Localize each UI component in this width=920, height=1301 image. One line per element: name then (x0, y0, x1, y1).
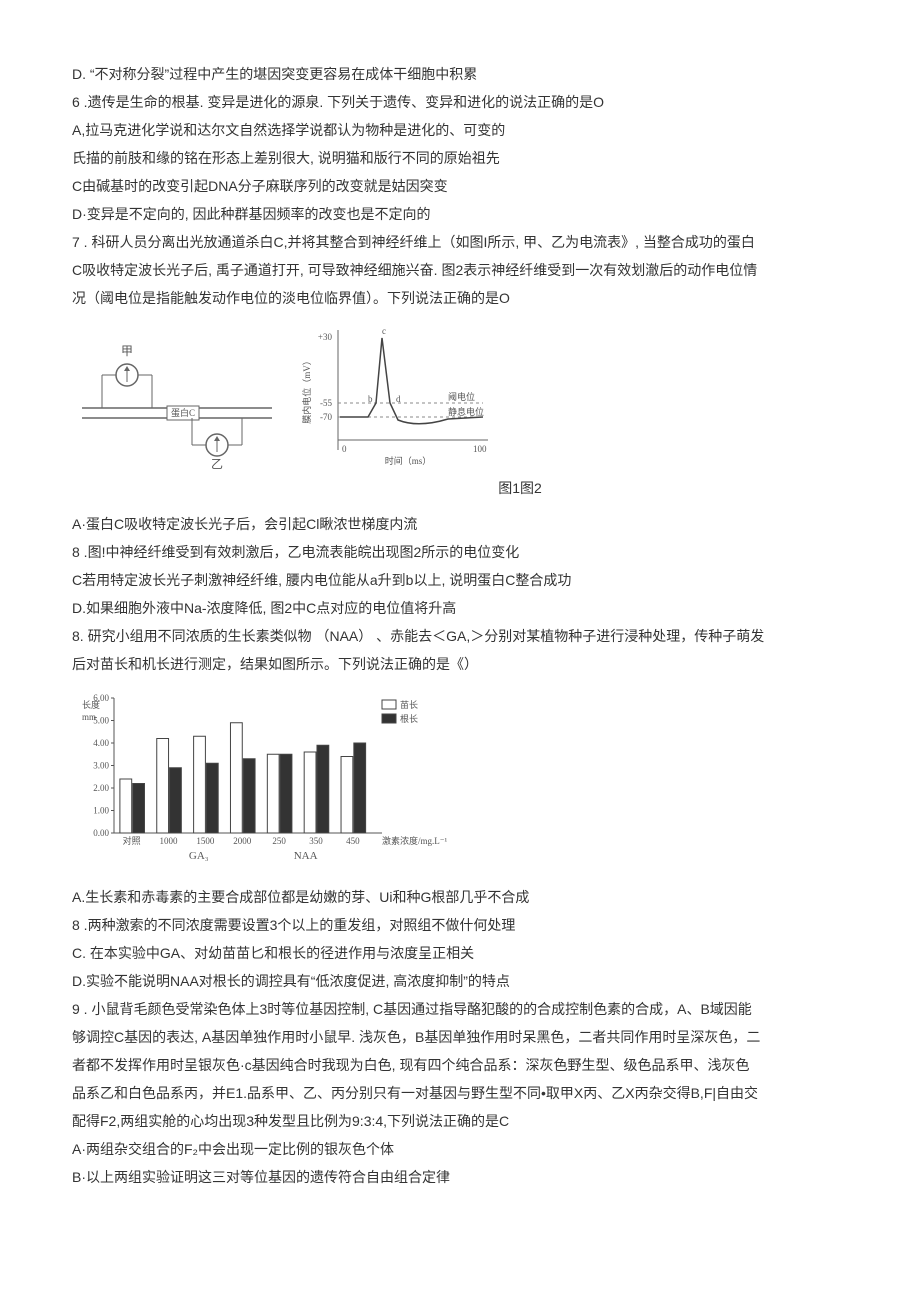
svg-text:-55: -55 (320, 398, 332, 408)
q5-opt-d: D. “不对称分裂”过程中产生的堪因突变更容易在成体干细胞中积累 (72, 60, 848, 88)
svg-text:6.00: 6.00 (93, 693, 109, 703)
q8-opt-a: A.生长素和赤毒素的主要合成部位都是幼嫩的芽、Ui和种G根部几乎不合成 (72, 883, 848, 911)
q7-figure2: +30 -55 -70 0 100 时间（ms） 膜内电位（mV） c b d … (298, 320, 498, 470)
q8-stem-1: 8. 研究小组用不同浓质的生长素类似物 （NAA） 、赤能去＜GA,＞分别对某植… (72, 622, 848, 650)
svg-text:时间（ms）: 时间（ms） (385, 455, 432, 466)
svg-text:0.00: 0.00 (93, 828, 109, 838)
svg-text:100: 100 (473, 444, 487, 454)
q6-opt-d: D·变异是不定向的, 因此种群基因频率的改变也是不定向的 (72, 200, 848, 228)
q9-stem-5: 配得F2,两组实舱的心均出现3种发型且比例为9:3:4,下列说法正确的是C (72, 1107, 848, 1135)
svg-text:-70: -70 (320, 412, 332, 422)
svg-text:激素浓度/mg.L⁻¹: 激素浓度/mg.L⁻¹ (382, 835, 447, 846)
svg-text:2000: 2000 (233, 836, 252, 846)
q8-chart-container: 长度mm0.001.002.003.004.005.006.00对照100015… (72, 688, 848, 877)
q7-figure1: 蛋白C 甲 乙 (72, 330, 282, 470)
svg-text:5.00: 5.00 (93, 716, 109, 726)
svg-text:b: b (368, 394, 373, 404)
q7-stem-3: 况（阈电位是指能触发动作电位的淡电位临界值）。下列说法正确的是O (72, 284, 848, 312)
q6-opt-c: C由碱基时的改变引起DNA分子麻联序列的改变就是姑因突变 (72, 172, 848, 200)
svg-text:对照: 对照 (123, 835, 141, 846)
svg-text:1000: 1000 (160, 836, 179, 846)
fig1-yi-label: 乙 (211, 457, 223, 470)
q7-opt-a: A·蛋白C吸收特定波长光子后，会引起Cl瞅浓世梯度内流 (72, 510, 848, 538)
svg-text:2.00: 2.00 (93, 783, 109, 793)
q7-stem-2: C吸收特定波长光子后, 禹子通道打开, 可导致神经细施兴奋. 图2表示神经纤维受… (72, 256, 848, 284)
svg-text:+30: +30 (318, 332, 333, 342)
svg-text:GA₃: GA₃ (189, 850, 209, 862)
q6-opt-a: A,拉马克进化学说和达尔文自然选择学说都认为物种是进化的、可变的 (72, 116, 848, 144)
svg-text:膜内电位（mV）: 膜内电位（mV） (301, 356, 312, 424)
q6-stem: 6 .遗传是生命的根基. 变异是进化的源泉. 下列关于遗传、变异和进化的说法正确… (72, 88, 848, 116)
fig1-jia-label: 甲 (121, 344, 133, 358)
q8-opt-b: 8 .两种激索的不同浓度需要设置3个以上的重发组，对照组不做什何处理 (72, 911, 848, 939)
q9-stem-3: 者都不发挥作用时呈银灰色·c基因纯合时我现为白色, 现有四个纯合品系：深灰色野生… (72, 1051, 848, 1079)
q8-opt-c: C. 在本实验中GA、对幼苗苗匕和根长的径进作用与浓度呈正相关 (72, 939, 848, 967)
svg-text:苗长: 苗长 (400, 699, 418, 710)
svg-text:NAA: NAA (294, 850, 318, 862)
svg-text:静息电位: 静息电位 (448, 406, 484, 417)
svg-text:根长: 根长 (400, 713, 418, 724)
q9-opt-a: A·两组杂交组合的F₂中会出现一定比例的银灰色个体 (72, 1135, 848, 1163)
svg-text:1500: 1500 (196, 836, 215, 846)
q9-stem-4: 品系乙和白色品系丙，并E1.品系甲、乙、丙分别只有一对基因与野生型不同•取甲X丙… (72, 1079, 848, 1107)
svg-text:450: 450 (346, 836, 360, 846)
q9-opt-b: B·以上两组实验证明这三对等位基因的遗传符合自由组合定律 (72, 1163, 848, 1191)
svg-text:350: 350 (309, 836, 323, 846)
q7-opt-c: C若用特定波长光子刺激神经纤维, 腰内电位能从a升到b以上, 说明蛋白C整合成功 (72, 566, 848, 594)
fig1-protein-label: 蛋白C (171, 407, 195, 418)
svg-text:1.00: 1.00 (93, 806, 109, 816)
q7-opt-d: D.如果细胞外液中Na-浓度降低, 图2中C点对应的电位值将升高 (72, 594, 848, 622)
q7-opt-b: 8 .图!中神经纤维受到有效刺激后，乙电流表能皖出现图2所示的电位变化 (72, 538, 848, 566)
svg-text:4.00: 4.00 (93, 738, 109, 748)
svg-text:d: d (396, 394, 401, 404)
svg-text:阈电位: 阈电位 (448, 391, 475, 402)
svg-text:250: 250 (272, 836, 286, 846)
q8-opt-d: D.实验不能说明NAA对根长的调控具有“低浓度促进, 高浓度抑制”的特点 (72, 967, 848, 995)
q8-bar-chart: 长度mm0.001.002.003.004.005.006.00对照100015… (72, 688, 452, 868)
q7-figure-caption: 图1图2 (192, 474, 848, 502)
q7-figures: 蛋白C 甲 乙 +30 -55 -70 0 100 时间（ms） 膜内电位（mV… (72, 320, 848, 470)
svg-text:0: 0 (342, 444, 347, 454)
q9-stem-2: 够调控C基因的表达, A基因单独作用时小鼠早. 浅灰色，B基因单独作用时呆黑色，… (72, 1023, 848, 1051)
q7-stem-1: 7 . 科研人员分离出光放通道杀白C,并将其整合到神经纤维上（如图I所示, 甲、… (72, 228, 848, 256)
svg-text:c: c (382, 326, 386, 336)
q6-opt-a2: 氏描的前肢和缘的铭在形态上差别很大, 说明猫和版行不同的原始祖先 (72, 144, 848, 172)
q8-stem-2: 后对苗长和机长进行测定，结果如图所示。下列说法正确的是《） (72, 650, 848, 678)
svg-text:3.00: 3.00 (93, 761, 109, 771)
q9-stem-1: 9 . 小鼠背毛颜色受常染色体上3时等位基因控制, C基因通过指导酪犯酸的的合成… (72, 995, 848, 1023)
